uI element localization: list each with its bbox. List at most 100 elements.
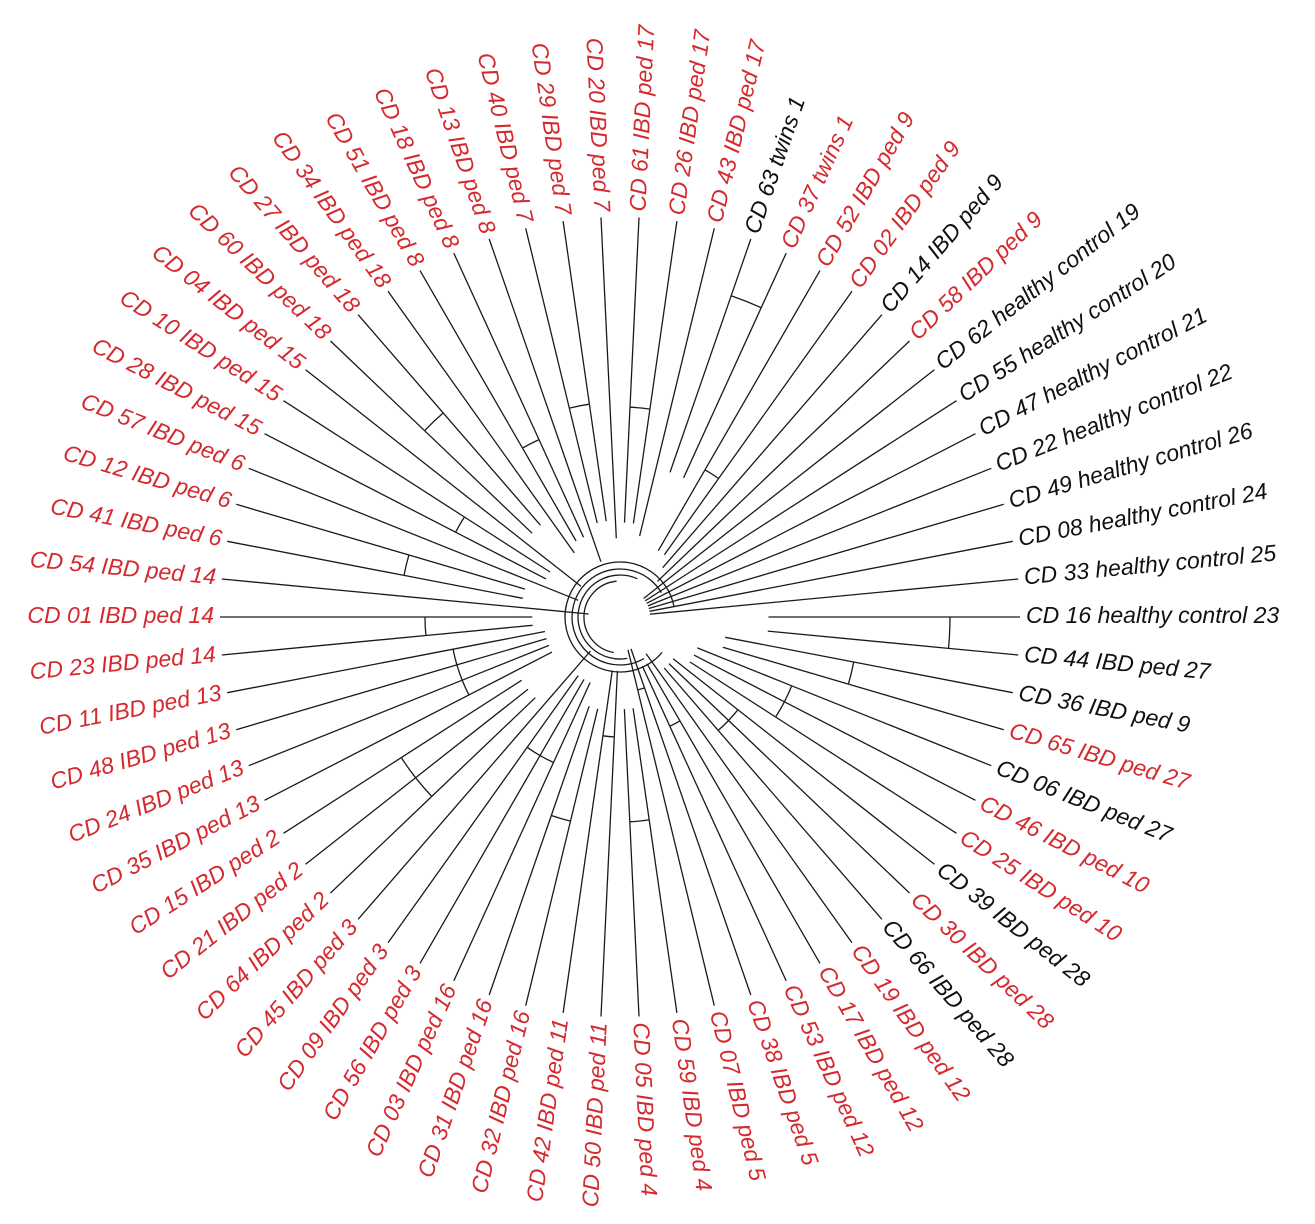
core-arc — [564, 561, 675, 673]
internal-branch — [663, 667, 719, 731]
sibling-connector — [539, 755, 554, 764]
leaf-branch — [662, 228, 715, 438]
leaf-branch — [848, 683, 1004, 731]
internal-branch — [539, 679, 585, 756]
leaf-label: CD 44 IBD ped 27 — [1023, 641, 1212, 685]
leaf-branch — [305, 369, 534, 550]
sibling-connector — [403, 554, 410, 576]
leaf-branch — [659, 433, 976, 597]
sibling-connector — [452, 649, 458, 666]
leaf-branch — [853, 661, 1013, 694]
internal-branch — [455, 531, 547, 580]
internal-branch — [550, 609, 589, 615]
internal-branch — [588, 404, 607, 522]
internal-branch — [669, 295, 732, 473]
internal-branch — [602, 670, 613, 736]
internal-branch — [646, 663, 681, 722]
leaf-branch — [653, 578, 1019, 615]
leaf-branch — [264, 694, 470, 801]
internal-branch — [613, 670, 619, 737]
internal-branch — [697, 647, 792, 687]
internal-branch — [415, 688, 529, 779]
core-arc — [571, 568, 662, 666]
sibling-connector — [728, 709, 739, 721]
leaf-branch — [718, 290, 853, 479]
leaf-branch — [283, 400, 465, 518]
leaf-label: CD 01 IBD ped 14 — [27, 602, 214, 628]
leaf-branch — [655, 540, 1013, 611]
sibling-connector — [551, 814, 571, 822]
leaf-branch — [330, 795, 433, 894]
leaf-branch — [717, 729, 883, 920]
leaf-label: CD 16 healthy control 23 — [1026, 602, 1279, 628]
internal-branch — [649, 609, 656, 612]
dendrogram-branches — [220, 217, 1020, 1017]
internal-branch — [456, 637, 547, 666]
internal-branch — [464, 516, 551, 573]
internal-branch — [663, 478, 720, 556]
leaf-branch — [562, 221, 591, 405]
internal-branch — [632, 409, 651, 524]
sibling-connector — [730, 295, 762, 309]
internal-branch — [550, 706, 590, 816]
leaf-branch — [248, 679, 463, 767]
leaf-branch — [227, 540, 405, 577]
internal-branch — [668, 663, 730, 721]
internal-branch — [648, 605, 657, 610]
leaf-branch — [525, 820, 572, 1006]
leaf-branch — [330, 340, 426, 432]
leaf-branch — [648, 819, 678, 1013]
internal-branch — [645, 653, 679, 699]
sibling-connector — [455, 516, 465, 533]
leaf-label: CD 42 IBD ped 11 — [521, 1017, 573, 1204]
leaf-branch — [221, 578, 551, 611]
core-arc — [583, 580, 617, 654]
internal-branch — [632, 708, 650, 820]
leaf-branch — [221, 634, 426, 656]
leaf-branch — [283, 757, 402, 834]
sibling-connector — [847, 661, 855, 685]
leaf-branch — [784, 701, 976, 801]
internal-branch — [408, 554, 526, 590]
leaf-label: CD 20 IBD ped 7 — [581, 37, 615, 213]
internal-branch — [442, 412, 541, 526]
leaf-label: CD 61 IBD ped 17 — [624, 23, 659, 212]
leaf-branch — [760, 252, 787, 308]
internal-branch — [554, 650, 591, 694]
leaf-branch — [357, 692, 555, 920]
leaf-branch — [677, 698, 853, 944]
sibling-connector — [629, 819, 650, 823]
leaf-labels: CD 16 healthy control 23 CD 44 IBD ped 27… — [27, 23, 1279, 1208]
internal-branch — [533, 548, 582, 587]
internal-branch — [611, 442, 617, 539]
leaf-branch — [248, 467, 528, 581]
internal-branch — [468, 651, 553, 696]
leaf-branch — [387, 746, 528, 944]
internal-branch — [662, 506, 716, 569]
sibling-connector — [400, 757, 417, 779]
leaf-label: CD 54 IBD ped 14 — [29, 546, 217, 590]
leaf-branch — [791, 685, 992, 767]
sibling-connector — [717, 720, 730, 731]
internal-branch — [693, 654, 785, 703]
leaf-branch — [714, 314, 883, 508]
sibling-connector — [415, 777, 433, 797]
internal-branch — [400, 679, 522, 759]
leaf-branch — [525, 228, 570, 409]
internal-branch — [517, 474, 575, 554]
internal-branch — [647, 601, 658, 607]
sibling-connector — [456, 664, 463, 681]
leaf-branch — [704, 270, 821, 471]
internal-branch — [646, 595, 661, 604]
internal-branch — [461, 644, 550, 681]
leaf-branch — [775, 716, 957, 834]
leaf-label: CD 29 IBD ped 7 — [526, 41, 577, 218]
sibling-connector — [602, 735, 615, 738]
leaf-branch — [666, 369, 935, 581]
internal-branch — [767, 630, 949, 650]
internal-branch — [644, 589, 663, 602]
sibling-connector — [669, 720, 681, 727]
internal-branch — [431, 697, 536, 797]
internal-branch — [538, 439, 585, 538]
